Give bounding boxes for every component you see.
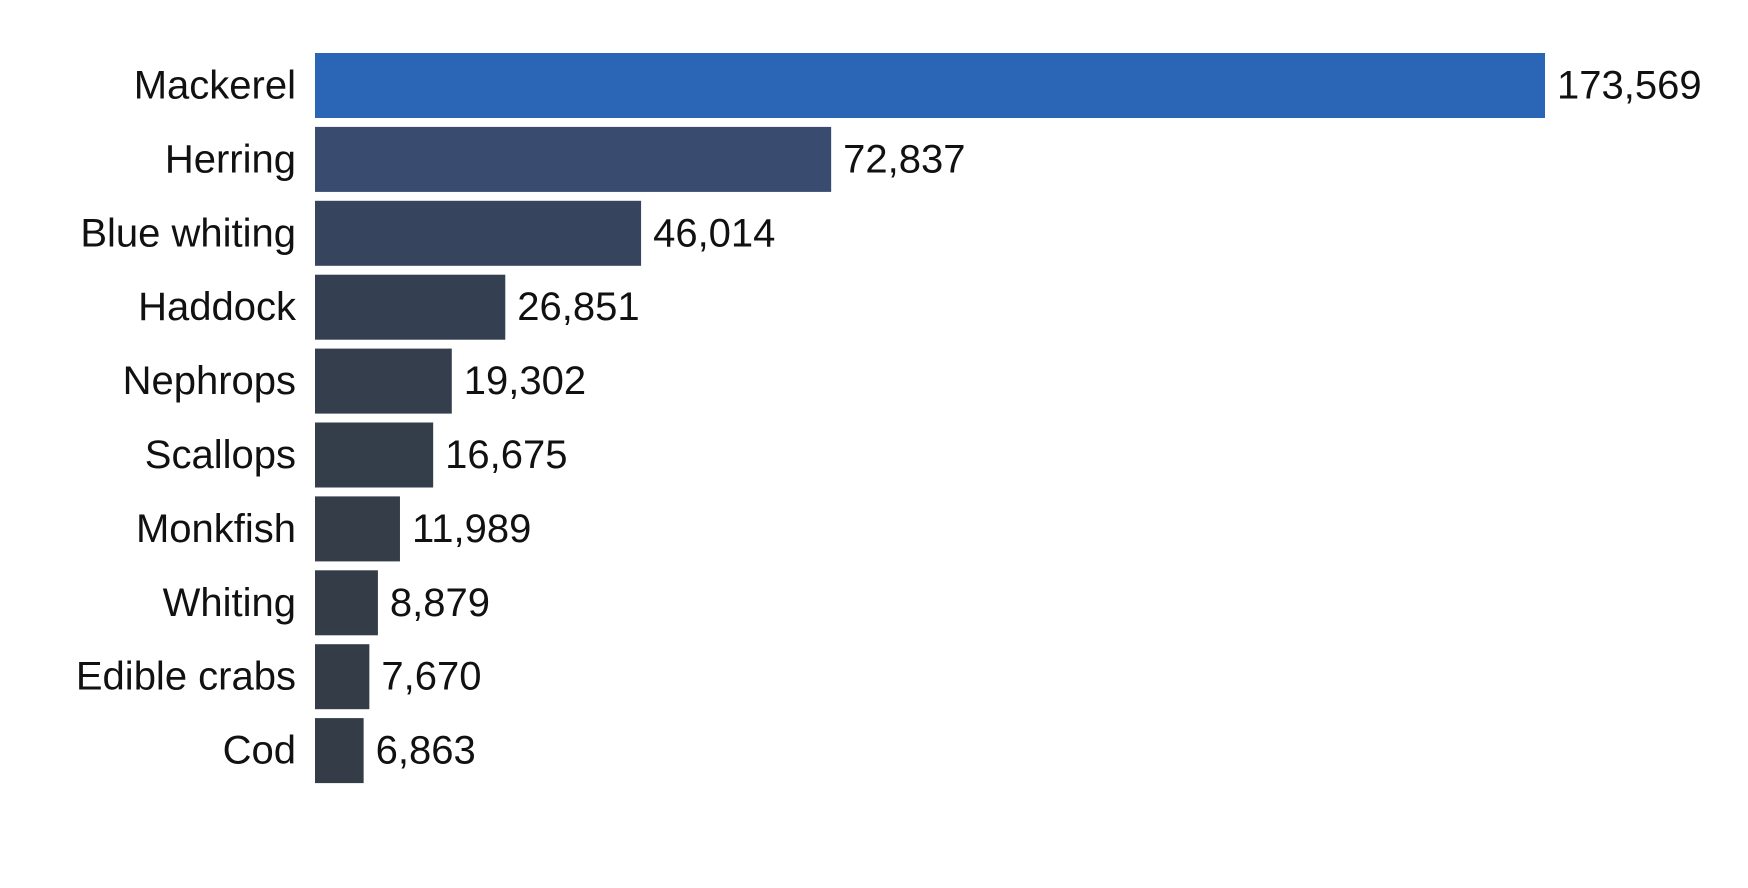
category-label: Blue whiting bbox=[80, 211, 296, 255]
category-label: Whiting bbox=[163, 581, 296, 625]
value-label: 8,879 bbox=[390, 581, 490, 625]
category-label: Cod bbox=[223, 729, 296, 773]
bar-nephrops bbox=[315, 348, 452, 414]
bar-mackerel bbox=[315, 53, 1545, 118]
bar-monkfish bbox=[315, 496, 400, 562]
value-label: 19,302 bbox=[464, 359, 586, 403]
bar-herring bbox=[315, 126, 832, 192]
bar-cod bbox=[315, 718, 364, 784]
value-label: 72,837 bbox=[843, 137, 965, 181]
bar-whiting bbox=[315, 570, 378, 636]
value-label: 46,014 bbox=[653, 211, 775, 255]
value-label: 6,863 bbox=[376, 729, 476, 773]
category-label: Scallops bbox=[145, 433, 296, 477]
category-label: Nephrops bbox=[123, 359, 296, 403]
bar-blue-whiting bbox=[315, 200, 642, 266]
value-label: 16,675 bbox=[445, 433, 567, 477]
bars-layer bbox=[315, 53, 1545, 784]
value-label: 7,670 bbox=[381, 655, 481, 699]
category-label: Mackerel bbox=[134, 64, 296, 108]
value-label: 26,851 bbox=[517, 285, 639, 329]
category-label: Haddock bbox=[138, 285, 297, 329]
bar-haddock bbox=[315, 274, 506, 340]
value-label: 11,989 bbox=[412, 507, 531, 551]
category-label: Monkfish bbox=[136, 507, 296, 551]
bar-edible-crabs bbox=[315, 644, 370, 710]
bar-scallops bbox=[315, 422, 434, 488]
value-labels: 173,569 72,837 46,014 26,851 19,302 16,675 11,… bbox=[376, 64, 1702, 773]
category-label: Edible crabs bbox=[76, 655, 296, 699]
value-label: 173,569 bbox=[1557, 64, 1702, 108]
category-label: Herring bbox=[165, 137, 296, 181]
category-labels: Mackerel Herring Blue whiting Haddock Nephro… bbox=[76, 64, 297, 773]
